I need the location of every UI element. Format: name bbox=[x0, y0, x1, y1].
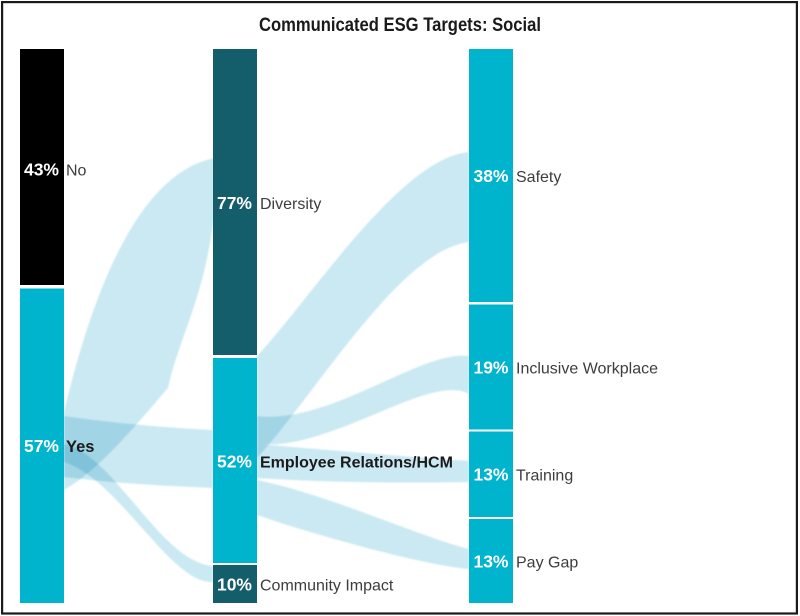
svg-text:57%: 57% bbox=[24, 436, 59, 456]
svg-text:Inclusive Workplace: Inclusive Workplace bbox=[516, 361, 658, 378]
svg-text:38%: 38% bbox=[473, 166, 508, 186]
svg-text:No: No bbox=[66, 163, 87, 180]
svg-text:Yes: Yes bbox=[66, 438, 94, 456]
svg-text:Community Impact: Community Impact bbox=[260, 578, 394, 595]
svg-text:Diversity: Diversity bbox=[260, 196, 321, 213]
svg-text:Training: Training bbox=[516, 468, 573, 485]
svg-text:77%: 77% bbox=[217, 193, 252, 213]
svg-text:13%: 13% bbox=[473, 465, 508, 485]
svg-text:52%: 52% bbox=[217, 452, 252, 472]
svg-text:43%: 43% bbox=[24, 160, 59, 180]
svg-text:Pay Gap: Pay Gap bbox=[516, 555, 578, 572]
svg-text:19%: 19% bbox=[473, 358, 508, 378]
svg-text:10%: 10% bbox=[217, 575, 252, 595]
svg-text:13%: 13% bbox=[473, 552, 508, 572]
svg-text:Employee Relations/HCM: Employee Relations/HCM bbox=[260, 455, 453, 472]
svg-text:Communicated ESG Targets: Soci: Communicated ESG Targets: Social bbox=[259, 15, 541, 36]
svg-text:Safety: Safety bbox=[516, 169, 561, 186]
